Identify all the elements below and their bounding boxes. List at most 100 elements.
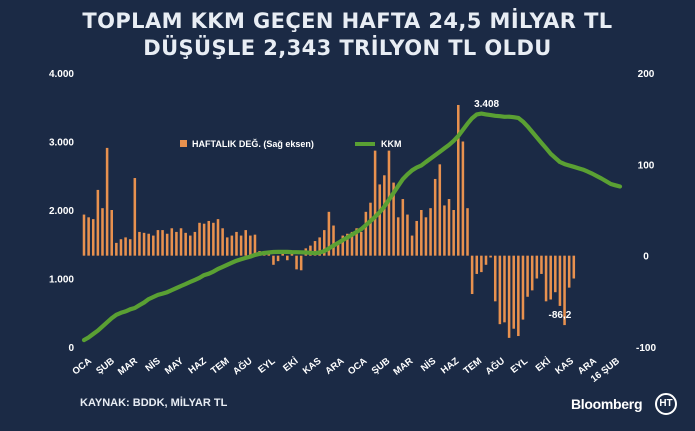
x-axis-tick-label: EYL: [509, 356, 530, 376]
weekly-change-bar: [124, 237, 127, 256]
weekly-change-bar: [323, 230, 326, 256]
weekly-change-bar: [554, 255, 557, 293]
weekly-change-bar: [489, 255, 492, 258]
weekly-change-bar: [447, 199, 451, 256]
weekly-change-bar: [359, 231, 363, 256]
weekly-change-bar: [410, 235, 414, 256]
weekly-change-bar: [101, 208, 104, 256]
x-axis-tick-label: KAS: [553, 356, 576, 377]
weekly-change-bar: [96, 189, 100, 256]
chart-title-line-1: TOPLAM KKM GEÇEN HAFTA 24,5 MİLYAR TL: [82, 9, 613, 33]
weekly-change-bar: [466, 208, 469, 256]
weekly-change-bar: [480, 255, 483, 273]
x-axis-tick-label: MAR: [116, 356, 140, 378]
weekly-change-bar: [193, 231, 197, 256]
weekly-change-bar: [429, 208, 432, 256]
weekly-change-bar: [202, 223, 206, 256]
data-annotation-label: -76: [627, 0, 642, 3]
weekly-change-bar: [355, 228, 358, 256]
weekly-change-bar: [383, 175, 386, 256]
ht-badge-label: HT: [659, 398, 673, 409]
weekly-change-bar: [443, 205, 446, 256]
weekly-change-bar: [438, 164, 442, 256]
data-annotation-label: -86,2: [549, 310, 572, 321]
weekly-change-bar: [327, 211, 331, 256]
right-axis-tick-label: -100: [636, 343, 656, 354]
weekly-change-bar: [373, 150, 377, 256]
left-axis-tick-label: 1.000: [49, 275, 74, 286]
weekly-change-bar: [276, 255, 280, 262]
weekly-change-bar: [484, 255, 488, 265]
weekly-change-bar: [295, 255, 298, 270]
weekly-change-bar: [105, 147, 109, 256]
weekly-change-bar: [521, 255, 525, 320]
weekly-change-bar: [133, 178, 137, 256]
right-axis-tick-label: 0: [643, 252, 649, 263]
weekly-change-bar: [230, 235, 234, 256]
x-axis-tick-label: MAY: [163, 355, 186, 377]
weekly-change-bar: [225, 237, 229, 256]
left-axis-tick-label: 2.000: [49, 206, 74, 217]
weekly-change-bar: [119, 239, 123, 256]
x-axis-tick-label: EKİ: [281, 356, 300, 374]
weekly-change-bar: [318, 237, 321, 256]
x-axis-tick-label: TEM: [462, 356, 485, 377]
weekly-change-bar: [493, 255, 497, 302]
x-axis-tick-label: ŞUB: [94, 356, 117, 377]
weekly-change-bar: [415, 220, 418, 256]
legend-bar-swatch: [180, 140, 187, 147]
weekly-change-bar: [249, 235, 252, 256]
weekly-change-bar: [138, 231, 141, 256]
right-axis-tick-label: 200: [638, 69, 655, 80]
weekly-change-bar: [457, 104, 460, 256]
weekly-change-bar: [433, 178, 437, 256]
x-axis-tick-label: NİS: [419, 356, 438, 374]
weekly-change-bar: [152, 235, 155, 256]
legend-bar-label: HAFTALIK DEĞ. (Sağ eksen): [192, 138, 314, 149]
weekly-change-bar: [396, 217, 400, 256]
ht-badge-icon: HT: [655, 393, 677, 415]
left-axis-tick-label: 0: [68, 343, 74, 354]
weekly-change-bar: [461, 141, 465, 256]
kkm-line: [81, 111, 623, 343]
weekly-change-bar: [475, 255, 479, 274]
x-axis-tick-label: NİS: [143, 356, 162, 374]
weekly-change-bar: [336, 241, 340, 256]
weekly-change-bar: [369, 202, 372, 256]
x-axis-tick-label: MAR: [391, 356, 415, 378]
x-axis-tick-label: AĞU: [231, 355, 255, 378]
weekly-change-bar: [244, 230, 247, 256]
weekly-change-bar: [530, 255, 534, 291]
weekly-change-bar: [165, 233, 169, 256]
weekly-change-bar: [175, 231, 178, 256]
x-axis-tick-label: KAS: [301, 356, 324, 377]
weekly-change-bar: [549, 255, 552, 300]
left-axis-tick-label: 3.000: [49, 138, 74, 149]
weekly-change-bar: [558, 255, 562, 306]
weekly-change-bar: [512, 255, 515, 329]
weekly-change-bar: [115, 242, 118, 256]
weekly-change-bar: [87, 217, 90, 256]
weekly-change-bar: [128, 239, 132, 256]
weekly-change-bar: [156, 230, 160, 256]
weekly-change-bar: [341, 235, 345, 256]
weekly-change-bar: [526, 255, 529, 297]
right-axis-tick-label: 100: [638, 160, 655, 171]
data-annotation-label: 3.408: [474, 99, 499, 110]
weekly-change-bar: [332, 225, 335, 256]
weekly-change-bar: [91, 219, 95, 256]
x-axis-tick-label: HAZ: [186, 356, 208, 377]
x-axis-tick-label: EKİ: [534, 356, 553, 374]
chart-title-line-2: DÜŞÜŞLE 2,343 TRİLYON TL OLDU: [143, 36, 552, 60]
weekly-change-bar: [221, 228, 224, 256]
weekly-change-bar: [452, 210, 455, 256]
weekly-change-bar: [110, 210, 113, 256]
weekly-change-bar: [253, 234, 257, 256]
weekly-change-bar: [216, 219, 220, 256]
data-annotation-label: -25: [645, 0, 660, 3]
weekly-change-bar: [350, 231, 354, 256]
weekly-change-bar: [299, 255, 303, 271]
x-axis-tick-label: OCA: [70, 356, 94, 378]
